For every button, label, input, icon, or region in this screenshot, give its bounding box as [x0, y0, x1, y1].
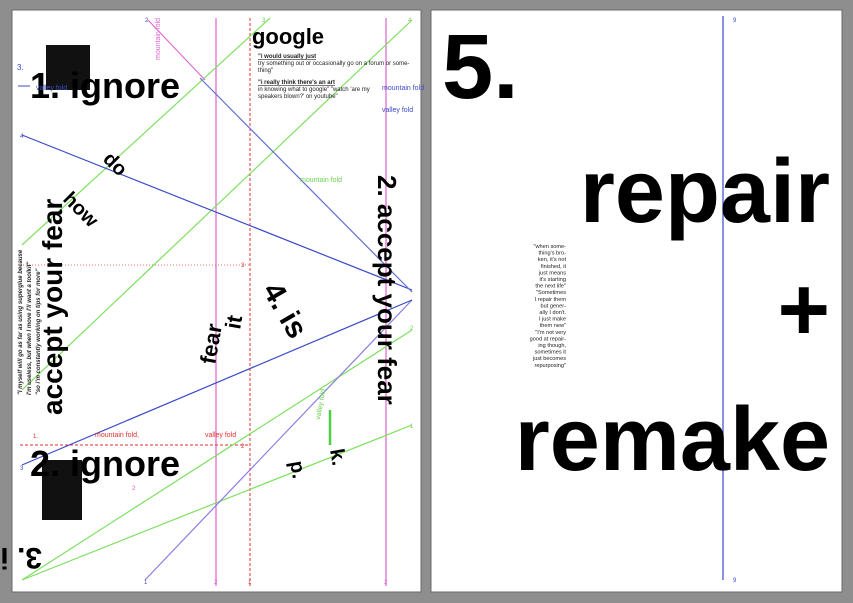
guide-number: 1 [410, 424, 414, 430]
title: google [252, 24, 324, 49]
fold-label: mountain fold [155, 18, 162, 60]
text-block [42, 460, 82, 520]
step: accept your fear [37, 199, 68, 415]
quote-line: I just make [539, 317, 566, 323]
fold-label: valley fold [205, 432, 236, 439]
heading-word: remake [515, 390, 830, 490]
guide-number: 2 [410, 326, 414, 332]
quote-line: them new" [540, 323, 566, 329]
side-quote: "so i'm constantly working on tips for m… [36, 268, 42, 395]
fold-line [21, 134, 413, 291]
fold-line [21, 17, 271, 246]
fold-line [147, 19, 206, 81]
quote-line: thing's bro- [539, 251, 567, 257]
guide-number: 2 [214, 580, 218, 586]
fold-line [21, 329, 413, 581]
guide-number: 9 [733, 578, 737, 584]
quote-heading: "i would usually just [258, 54, 316, 60]
fold-line [21, 299, 413, 466]
fold-label: valley fold [382, 107, 413, 114]
heading-word: repair [580, 142, 830, 242]
fold-label: valley fold [36, 85, 67, 92]
quote-block: "when some-thing's bro-ken, it's notfini… [530, 244, 567, 369]
quote-line: "I'm not very [535, 330, 566, 336]
guide-number: 1 [248, 580, 252, 586]
quote-line: repurposing" [534, 363, 566, 369]
quote-line: in knowing what to google" "watch 'are m… [258, 87, 370, 93]
fold-line [199, 77, 413, 293]
step: it [220, 313, 247, 331]
guide-number: 2 [384, 580, 388, 586]
step: 1. ignore [30, 65, 180, 106]
guide-number: 1. [33, 434, 38, 440]
guide-number: 4 [20, 134, 24, 140]
fold-label: mountain fold [382, 85, 424, 92]
quote-line: it's starting [539, 277, 566, 283]
heading-word: + [777, 260, 830, 360]
quote-line: ally I don't. [539, 310, 566, 316]
guide-number: 4 [408, 18, 412, 24]
quote-line: just becomes [532, 356, 566, 362]
guide-number: 1 [144, 580, 148, 586]
quote-line: the next life" [535, 284, 566, 290]
step: 3. it! [0, 541, 42, 574]
quote-line: ken, it's not [538, 257, 567, 263]
guide-number: 3 [241, 263, 245, 269]
quote-line: speakers blown?' on youtube" [258, 94, 338, 100]
fold-line [21, 424, 413, 581]
guide-number: 2 [241, 444, 245, 450]
guide-number: 2 [145, 18, 149, 24]
text-block [46, 45, 90, 90]
quote-line: "when some- [534, 244, 567, 250]
guide-number: 3 [20, 466, 24, 472]
side-quote: "I myself will go as far as using superg… [18, 249, 24, 395]
guide-numbers: 2 3 4 3. 4 3 2 3 1 2 1 2 1 2 1. 2 [17, 18, 414, 586]
quote-line: ing though, [538, 343, 566, 349]
step: k. [325, 447, 350, 467]
fold-label: mountain fold [300, 177, 342, 184]
right-page [430, 9, 843, 593]
quote-line: finished, it [541, 264, 567, 270]
guide-number: 3. [17, 63, 24, 72]
guide-number: 3 [262, 18, 266, 24]
quote-line: sometimes it [535, 350, 567, 356]
guide-number: 9 [733, 18, 737, 24]
step: 2. accept your fear [372, 175, 402, 405]
quote-line: I repair them [535, 297, 567, 303]
quote-line: just means [538, 270, 566, 276]
quote-line: "Sometimes [536, 290, 566, 296]
fold-line [21, 19, 413, 391]
quote-line: good at repair- [530, 336, 567, 342]
quote-line: thing" [258, 68, 273, 74]
step: 2. ignore [30, 443, 180, 484]
quote-line: try something out or occasionally go on … [258, 61, 409, 67]
fold-label: mountain fold, [95, 432, 139, 439]
quote-heading: "i really think there's an art [258, 80, 335, 86]
page-number: 5. [442, 16, 519, 118]
side-quote: I'm useless, but when I move I'll want a… [27, 261, 33, 395]
fold-line [144, 299, 413, 581]
quote-line: but gener- [541, 303, 567, 309]
left-page-guides [18, 17, 413, 586]
step: p. [285, 459, 310, 480]
guide-number: 2 [132, 486, 136, 492]
